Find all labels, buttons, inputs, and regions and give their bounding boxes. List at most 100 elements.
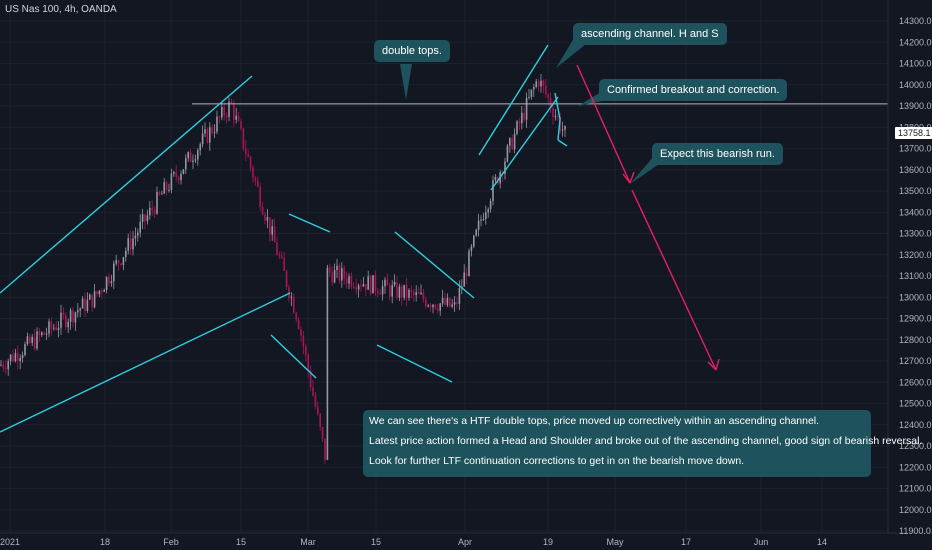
candle-body <box>463 272 465 287</box>
price-tick-label: 13400.0 <box>899 207 932 217</box>
candle-body <box>273 226 276 243</box>
candle-body <box>120 263 122 266</box>
callout-ascending-channel: ascending channel. H and S <box>573 23 727 45</box>
candle-body <box>535 81 537 88</box>
candle-body <box>201 133 204 145</box>
upper-wedge-line <box>0 75 253 294</box>
candle-body <box>386 279 389 286</box>
time-tick-label: 19 <box>543 537 553 547</box>
candle-body <box>444 297 446 306</box>
ascending-upper-line <box>478 44 549 156</box>
candle-body <box>242 128 245 149</box>
candle-body <box>89 294 91 300</box>
time-tick-label: 14 <box>817 537 827 547</box>
candle-body <box>429 305 432 308</box>
candle-body <box>117 260 120 264</box>
candle-body <box>144 214 146 222</box>
candle-body <box>549 98 552 109</box>
candle-body <box>561 129 564 131</box>
candle-body <box>7 361 9 370</box>
candle-body <box>410 289 413 292</box>
candle-body <box>233 103 235 120</box>
candle-body <box>237 115 240 122</box>
price-tick-label: 13700.0 <box>899 144 932 154</box>
candle-body <box>482 219 485 221</box>
candle-body <box>413 291 415 296</box>
price-tick-label: 12200.0 <box>899 462 932 472</box>
candle-body <box>405 284 408 298</box>
candle-body <box>245 148 247 155</box>
candle-body <box>528 96 530 98</box>
candle-body <box>509 137 511 146</box>
price-tick-label: 12600.0 <box>899 377 932 387</box>
candle-body <box>456 302 458 304</box>
candle-body <box>537 81 540 87</box>
candle-body <box>9 354 12 362</box>
price-tick-label: 12000.0 <box>899 505 932 515</box>
time-axis[interactable]: 2021 18 Feb 15 Mar 15 Apr 19 May 17 Jun 14 <box>0 537 827 547</box>
candle-body <box>151 207 153 210</box>
price-axis[interactable]: 11900.0 12000.0 12100.0 12200.0 12300.0 12400… <box>899 16 932 536</box>
candle-body <box>477 220 480 230</box>
candle-body <box>314 395 317 408</box>
candle-body <box>557 116 559 118</box>
candle-body <box>12 354 14 362</box>
candle-body <box>77 310 79 313</box>
candle-body <box>554 116 557 118</box>
candle-body <box>173 172 175 174</box>
candle-body <box>235 115 237 120</box>
candle-body <box>377 290 379 294</box>
price-tick-label: 13500.0 <box>899 186 932 196</box>
breakout-line-1 <box>554 92 561 120</box>
candle-body <box>525 97 528 120</box>
candle-body <box>427 305 429 307</box>
candle-body <box>353 286 355 288</box>
candle-body <box>564 125 566 130</box>
candle-body <box>393 281 396 286</box>
candle-body <box>357 285 360 290</box>
candle-body <box>485 212 487 220</box>
price-tick-label: 13200.0 <box>899 250 932 260</box>
candle-body <box>197 150 199 160</box>
candle-body <box>547 94 549 99</box>
candle-body <box>475 229 477 236</box>
candle-body <box>521 112 523 124</box>
price-tick-label: 14200.0 <box>899 37 932 47</box>
candle-body <box>355 287 357 290</box>
candle-body <box>338 265 341 281</box>
projection-head-1b <box>629 171 635 184</box>
candle-body <box>2 364 5 368</box>
candle-body <box>158 192 161 195</box>
candle-body <box>98 290 101 295</box>
candle-body <box>209 127 211 143</box>
candle-body <box>204 129 206 134</box>
candle-body <box>129 238 132 250</box>
candle-body <box>372 275 374 294</box>
price-tick-label: 13300.0 <box>899 229 932 239</box>
price-tick-label: 12500.0 <box>899 399 932 409</box>
candle-body <box>223 107 225 116</box>
candle-body <box>185 158 187 170</box>
candle-body <box>446 297 449 306</box>
candle-body <box>216 116 218 132</box>
candle-body <box>545 85 547 95</box>
candle-body <box>180 173 182 181</box>
ascending-pointer <box>556 38 586 68</box>
candle-body <box>240 121 242 129</box>
candle-body <box>86 299 89 312</box>
price-tick-label: 11900.0 <box>899 526 931 536</box>
candle-body <box>0 364 2 366</box>
candle-body <box>511 137 513 150</box>
candle-body <box>302 335 305 347</box>
analysis-line-1: We can see there's a HTF double tops, pr… <box>369 415 820 427</box>
candle-body <box>434 304 437 309</box>
candle-body <box>74 312 77 323</box>
candle-body <box>326 267 329 460</box>
candle-body <box>264 214 266 221</box>
candle-body <box>127 238 129 251</box>
candle-body <box>146 215 149 222</box>
candle-body <box>125 250 127 258</box>
time-tick-label: 18 <box>100 537 110 547</box>
candle-body <box>449 297 451 307</box>
